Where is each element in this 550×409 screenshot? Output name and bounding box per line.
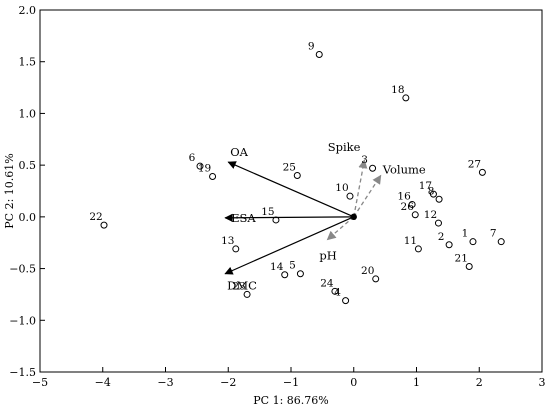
point-24 xyxy=(331,287,339,295)
point-label-2: 2 xyxy=(438,231,445,243)
x-tick-label: −1 xyxy=(283,376,299,389)
point-label-21: 21 xyxy=(455,253,468,265)
x-tick-label: 3 xyxy=(539,376,546,389)
point-23 xyxy=(243,290,251,298)
point-18 xyxy=(402,94,410,102)
point-2 xyxy=(445,241,453,249)
point-label-3: 3 xyxy=(361,154,368,166)
point-label-16: 16 xyxy=(397,190,411,202)
x-tick-label: 1 xyxy=(413,376,420,389)
x-tick-label: 2 xyxy=(476,376,483,389)
point-21 xyxy=(465,263,473,271)
point-label-1: 1 xyxy=(462,228,469,240)
point-label-8: 8 xyxy=(428,185,435,197)
vector-label-oa: OA xyxy=(230,145,248,159)
vector-label-dmc: DMC xyxy=(227,279,257,293)
point-label-20: 20 xyxy=(361,265,374,277)
point-25 xyxy=(293,171,301,179)
x-tick-label: −2 xyxy=(220,376,236,389)
point-label-9: 9 xyxy=(308,40,315,52)
axis-ticks: −5 −4 −3 −2 −1 0 1 2 3−1.5−1.0−0.50.00.51.01.52.… xyxy=(9,4,545,389)
point-16 xyxy=(408,200,416,208)
x-axis-label: PC 1: 86.76% xyxy=(253,394,328,407)
x-tick-label: −5 xyxy=(32,376,48,389)
point-27 xyxy=(478,168,486,176)
point-label-15: 15 xyxy=(261,206,274,218)
point-label-24: 24 xyxy=(320,277,334,289)
point-label-7: 7 xyxy=(490,228,497,240)
point-label-5: 5 xyxy=(289,260,296,272)
point-7 xyxy=(497,238,505,246)
point-11 xyxy=(414,245,422,253)
loading-vector-spike xyxy=(353,159,368,217)
point-12 xyxy=(434,219,442,227)
point-label-18: 18 xyxy=(391,84,404,96)
origin-dot xyxy=(350,213,357,221)
point-19 xyxy=(209,173,217,181)
point-8 xyxy=(435,195,443,203)
point-label-26: 26 xyxy=(401,201,415,213)
point-13 xyxy=(232,245,240,253)
point-5 xyxy=(296,270,304,278)
y-tick-label: 2.0 xyxy=(19,4,37,17)
y-tick-label: 1.5 xyxy=(19,56,37,69)
vector-label-spike: Spike xyxy=(328,140,361,154)
point-20 xyxy=(372,275,380,283)
loading-vector-esa xyxy=(224,213,354,223)
vector-label-ph: pH xyxy=(319,249,336,263)
point-label-22: 22 xyxy=(89,211,102,223)
loading-vector-oa xyxy=(227,161,354,218)
vector-label-volume: Volume xyxy=(382,162,426,176)
point-label-6: 6 xyxy=(189,152,196,164)
point-label-23: 23 xyxy=(232,280,245,292)
point-26 xyxy=(411,211,419,219)
point-label-14: 14 xyxy=(270,261,284,273)
vector-label-esa: ESA xyxy=(231,211,256,225)
point-9 xyxy=(315,50,323,58)
point-label-25: 25 xyxy=(283,161,296,173)
y-axis-label: PC 2: 10.61% xyxy=(3,153,16,228)
point-label-12: 12 xyxy=(424,209,437,221)
y-tick-label: −1.0 xyxy=(9,314,36,327)
plot-frame xyxy=(39,9,543,373)
point-6 xyxy=(196,162,204,170)
point-label-19: 19 xyxy=(198,163,211,175)
point-label-27: 27 xyxy=(468,158,481,170)
loading-vector-volume xyxy=(353,174,382,218)
point-22 xyxy=(100,221,108,229)
y-tick-label: 0.5 xyxy=(19,159,37,172)
x-tick-label: 0 xyxy=(350,376,357,389)
point-10 xyxy=(346,192,354,200)
loading-vector-ph xyxy=(326,216,355,241)
loading-vector-dmc xyxy=(224,216,354,275)
point-label-11: 11 xyxy=(404,235,417,247)
point-17 xyxy=(429,190,437,198)
point-label-17: 17 xyxy=(419,180,432,192)
point-15 xyxy=(272,216,280,224)
loading-vectors: OA ESA DMC Spike Volume pH xyxy=(224,140,426,293)
point-14 xyxy=(281,271,289,279)
point-4 xyxy=(342,297,350,305)
y-tick-label: −0.5 xyxy=(9,263,36,276)
y-tick-label: 1.0 xyxy=(19,107,37,120)
x-tick-label: −3 xyxy=(157,376,173,389)
point-1 xyxy=(469,238,477,246)
y-tick-label: 0.0 xyxy=(19,211,37,224)
point-label-13: 13 xyxy=(221,235,234,247)
point-label-10: 10 xyxy=(335,182,348,194)
x-tick-label: −4 xyxy=(95,376,111,389)
y-tick-label: −1.5 xyxy=(9,366,36,379)
point-3 xyxy=(369,164,377,172)
